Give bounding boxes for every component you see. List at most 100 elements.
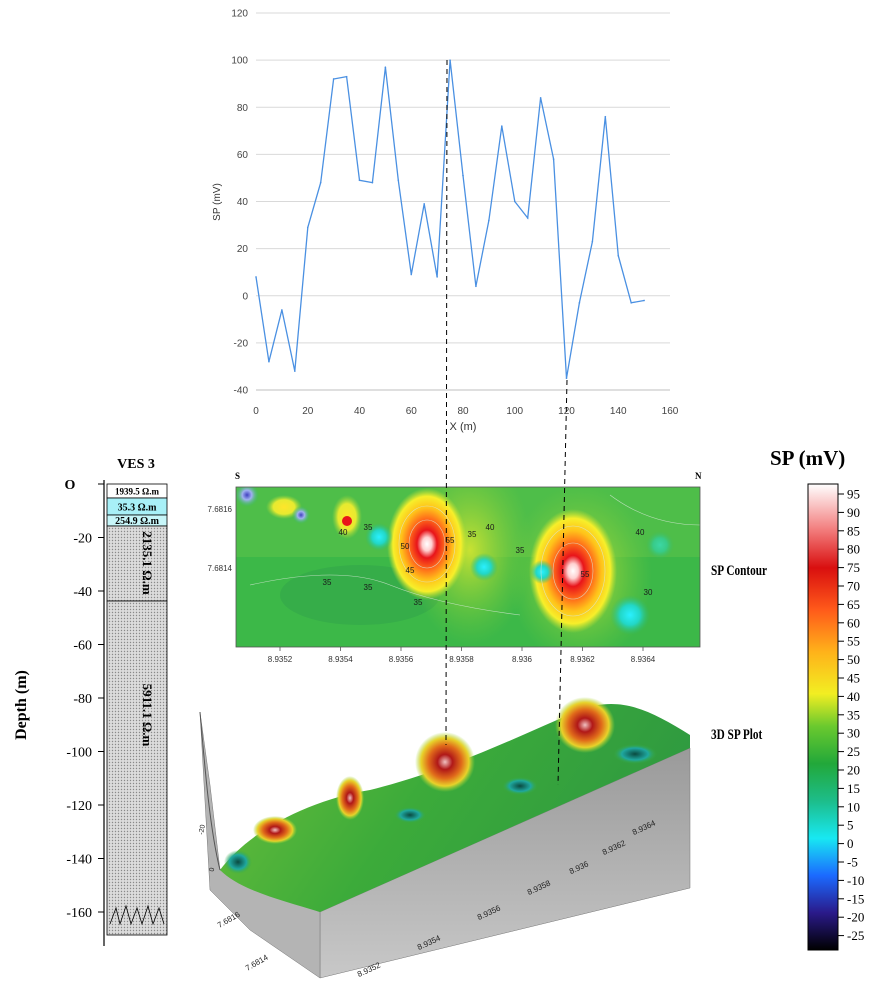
contour-level-label: 35 bbox=[364, 523, 373, 532]
colorbar-tick-label: 40 bbox=[847, 689, 860, 704]
colorbar-tick-label: -25 bbox=[847, 928, 864, 943]
contour-x-ticks: 8.9352 8.9354 8.9356 8.9358 8.936 8.9362 8.936… bbox=[268, 647, 656, 664]
data-point bbox=[539, 97, 542, 99]
plot3d-surface bbox=[220, 704, 690, 912]
contour-level-label: 50 bbox=[401, 542, 410, 551]
colorbar-tick-label: 95 bbox=[847, 487, 860, 502]
colorbar-tick-label: 30 bbox=[847, 726, 860, 741]
sp-profile-chart: -40 -20 0 20 40 60 80 100 120 0 20 40 60 80 100 120 140… bbox=[212, 9, 679, 434]
depth-tick-label: -140 bbox=[66, 853, 92, 868]
colorbar-tick-label: 50 bbox=[847, 652, 860, 667]
contour-peak-east bbox=[529, 509, 617, 633]
data-point bbox=[255, 276, 257, 278]
data-point bbox=[488, 219, 490, 222]
data-point bbox=[643, 299, 645, 302]
contour-x-tick-label: 8.9364 bbox=[631, 655, 656, 664]
depth-tick-label: -20 bbox=[73, 532, 92, 547]
guide-line-x75 bbox=[445, 59, 448, 746]
data-point bbox=[345, 75, 348, 78]
depth-tick-label: -60 bbox=[73, 639, 92, 654]
contour-y-tick-label: 7.6814 bbox=[208, 564, 233, 573]
contour-level-label: 35 bbox=[468, 530, 477, 539]
plot3d-z-ticks: -20 0 bbox=[198, 824, 216, 872]
y-tick-label: -40 bbox=[234, 386, 249, 397]
contour-x-tick-label: 8.9362 bbox=[570, 655, 595, 664]
data-point bbox=[319, 181, 322, 184]
colorbar-tick-label: 0 bbox=[847, 836, 854, 851]
contour-level-label: 40 bbox=[636, 528, 645, 537]
plot3d-left-face bbox=[199, 711, 321, 979]
contour-level-label: 55 bbox=[446, 536, 455, 545]
contour-peak-west bbox=[387, 488, 467, 600]
contour-level-labels: 40 35 35 35 50 55 45 35 35 40 55 35 30 40 bbox=[323, 523, 653, 607]
data-point bbox=[410, 273, 413, 276]
data-point bbox=[332, 78, 335, 80]
y-tick-label: 60 bbox=[237, 150, 249, 161]
y-tick-label: 80 bbox=[237, 103, 249, 114]
contour-corner-n: N bbox=[695, 471, 702, 481]
data-point bbox=[306, 226, 309, 229]
x-tick-label: 80 bbox=[457, 406, 469, 417]
data-point bbox=[358, 179, 361, 182]
ves3-depth-label: Depth (m) bbox=[13, 670, 30, 740]
data-point bbox=[371, 181, 374, 184]
contour-y-tick-label: 7.6816 bbox=[208, 505, 233, 514]
ves3-log: VES 3 1939.5 Ω.m 35.3 Ω.m 254.9 Ω.m 2135… bbox=[13, 457, 168, 946]
colorbar-tick-label: 85 bbox=[847, 523, 860, 538]
colorbar-tick-label: 55 bbox=[847, 634, 860, 649]
colorbar-tick-label: -5 bbox=[847, 855, 858, 870]
contour-level-label: 30 bbox=[644, 588, 653, 597]
data-point bbox=[526, 217, 529, 219]
colorbar-gradient bbox=[807, 483, 839, 951]
contour-title: SP Contour bbox=[711, 563, 767, 579]
line-chart-ylabel: SP (mV) bbox=[212, 183, 223, 221]
contour-level-label: 45 bbox=[406, 566, 415, 575]
colorbar-tick-label: 10 bbox=[847, 799, 860, 814]
contour-x-tick-label: 8.9356 bbox=[389, 655, 414, 664]
sp-colorbar: 95908580757065605550454035302520151050-5… bbox=[807, 483, 864, 951]
y-tick-label: 0 bbox=[242, 291, 248, 302]
colorbar-tick-label: 20 bbox=[847, 763, 860, 778]
depth-tick-label: -80 bbox=[73, 692, 92, 707]
data-point bbox=[475, 285, 477, 288]
colorbar-tick-label: -10 bbox=[847, 873, 864, 888]
plot3d-z-tick-label: 0 bbox=[209, 867, 217, 872]
x-tick-label: 20 bbox=[302, 406, 314, 417]
depth-tick-label: -160 bbox=[66, 906, 92, 921]
x-tick-label: 0 bbox=[253, 406, 259, 417]
data-point bbox=[268, 360, 270, 363]
data-point bbox=[578, 302, 581, 304]
contour-x-tick-label: 8.9358 bbox=[449, 655, 474, 664]
contour-level-label: 35 bbox=[364, 583, 373, 592]
data-point bbox=[630, 302, 632, 304]
colorbar-tick-label: 75 bbox=[847, 560, 860, 575]
line-chart-gridlines bbox=[256, 12, 670, 344]
ves3-layer-5-label: 5911.1 Ω.m bbox=[140, 684, 155, 747]
colorbar-tick-label: 65 bbox=[847, 597, 860, 612]
data-point bbox=[423, 203, 425, 205]
y-tick-label: 100 bbox=[231, 56, 248, 67]
contour-level-label: 40 bbox=[486, 523, 495, 532]
plot3d-z-tick-label: -20 bbox=[198, 824, 207, 835]
data-point bbox=[281, 309, 283, 311]
y-tick-label: 120 bbox=[231, 9, 248, 20]
depth-tick-label: -100 bbox=[66, 746, 92, 761]
contour-x-tick-label: 8.9352 bbox=[268, 655, 293, 664]
data-point bbox=[449, 59, 451, 61]
colorbar-tick-label: 70 bbox=[847, 579, 860, 594]
colorbar-tick-label: -20 bbox=[847, 910, 864, 925]
x-tick-label: 160 bbox=[662, 406, 679, 417]
line-chart-xlabel: X (m) bbox=[450, 421, 477, 433]
x-tick-label: 140 bbox=[610, 406, 627, 417]
ves3-layer-4-label: 2135.1 Ω.m bbox=[140, 531, 155, 595]
data-point bbox=[604, 115, 607, 118]
contour-level-label: 55 bbox=[581, 570, 590, 579]
ves3-layer-1-label: 1939.5 Ω.m bbox=[115, 487, 159, 497]
y-tick-label: 40 bbox=[237, 197, 249, 208]
colorbar-tick-label: 90 bbox=[847, 505, 860, 520]
colorbar-tick-label: 60 bbox=[847, 615, 860, 630]
contour-corner-s: S bbox=[235, 471, 240, 481]
colorbar-tick-label: 15 bbox=[847, 781, 860, 796]
colorbar-tick-label: 45 bbox=[847, 671, 860, 686]
